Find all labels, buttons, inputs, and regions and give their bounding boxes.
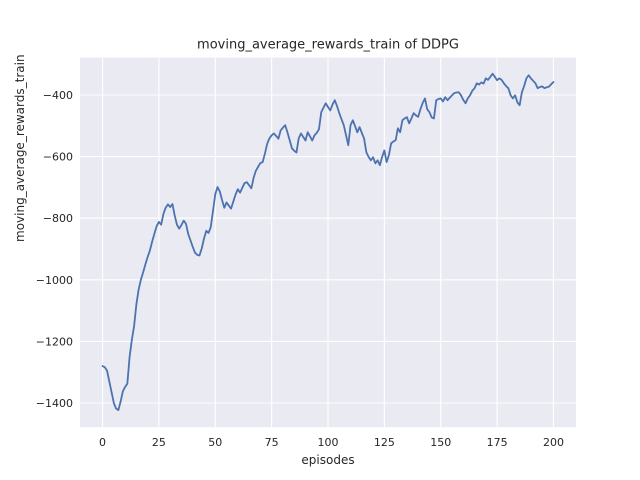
x-tick-label: 25	[152, 436, 166, 449]
y-tick-label: −400	[43, 89, 73, 102]
y-tick-label: −600	[43, 151, 73, 164]
y-tick-label: −800	[43, 212, 73, 225]
y-tick-label: −1400	[36, 397, 73, 410]
x-axis-label: episodes	[301, 453, 355, 467]
x-tick-label: 150	[430, 436, 451, 449]
x-tick-label: 75	[265, 436, 279, 449]
x-tick-label: 100	[318, 436, 339, 449]
x-tick-label: 125	[374, 436, 395, 449]
x-tick-label: 175	[487, 436, 508, 449]
y-tick-label: −1200	[36, 335, 73, 348]
x-tick-label: 0	[99, 436, 106, 449]
data-line	[101, 72, 555, 411]
x-tick-label: 50	[208, 436, 222, 449]
x-tick-label: 200	[543, 436, 564, 449]
y-tick-label: −1000	[36, 274, 73, 287]
chart-title: moving_average_rewards_train of DDPG	[197, 37, 459, 53]
